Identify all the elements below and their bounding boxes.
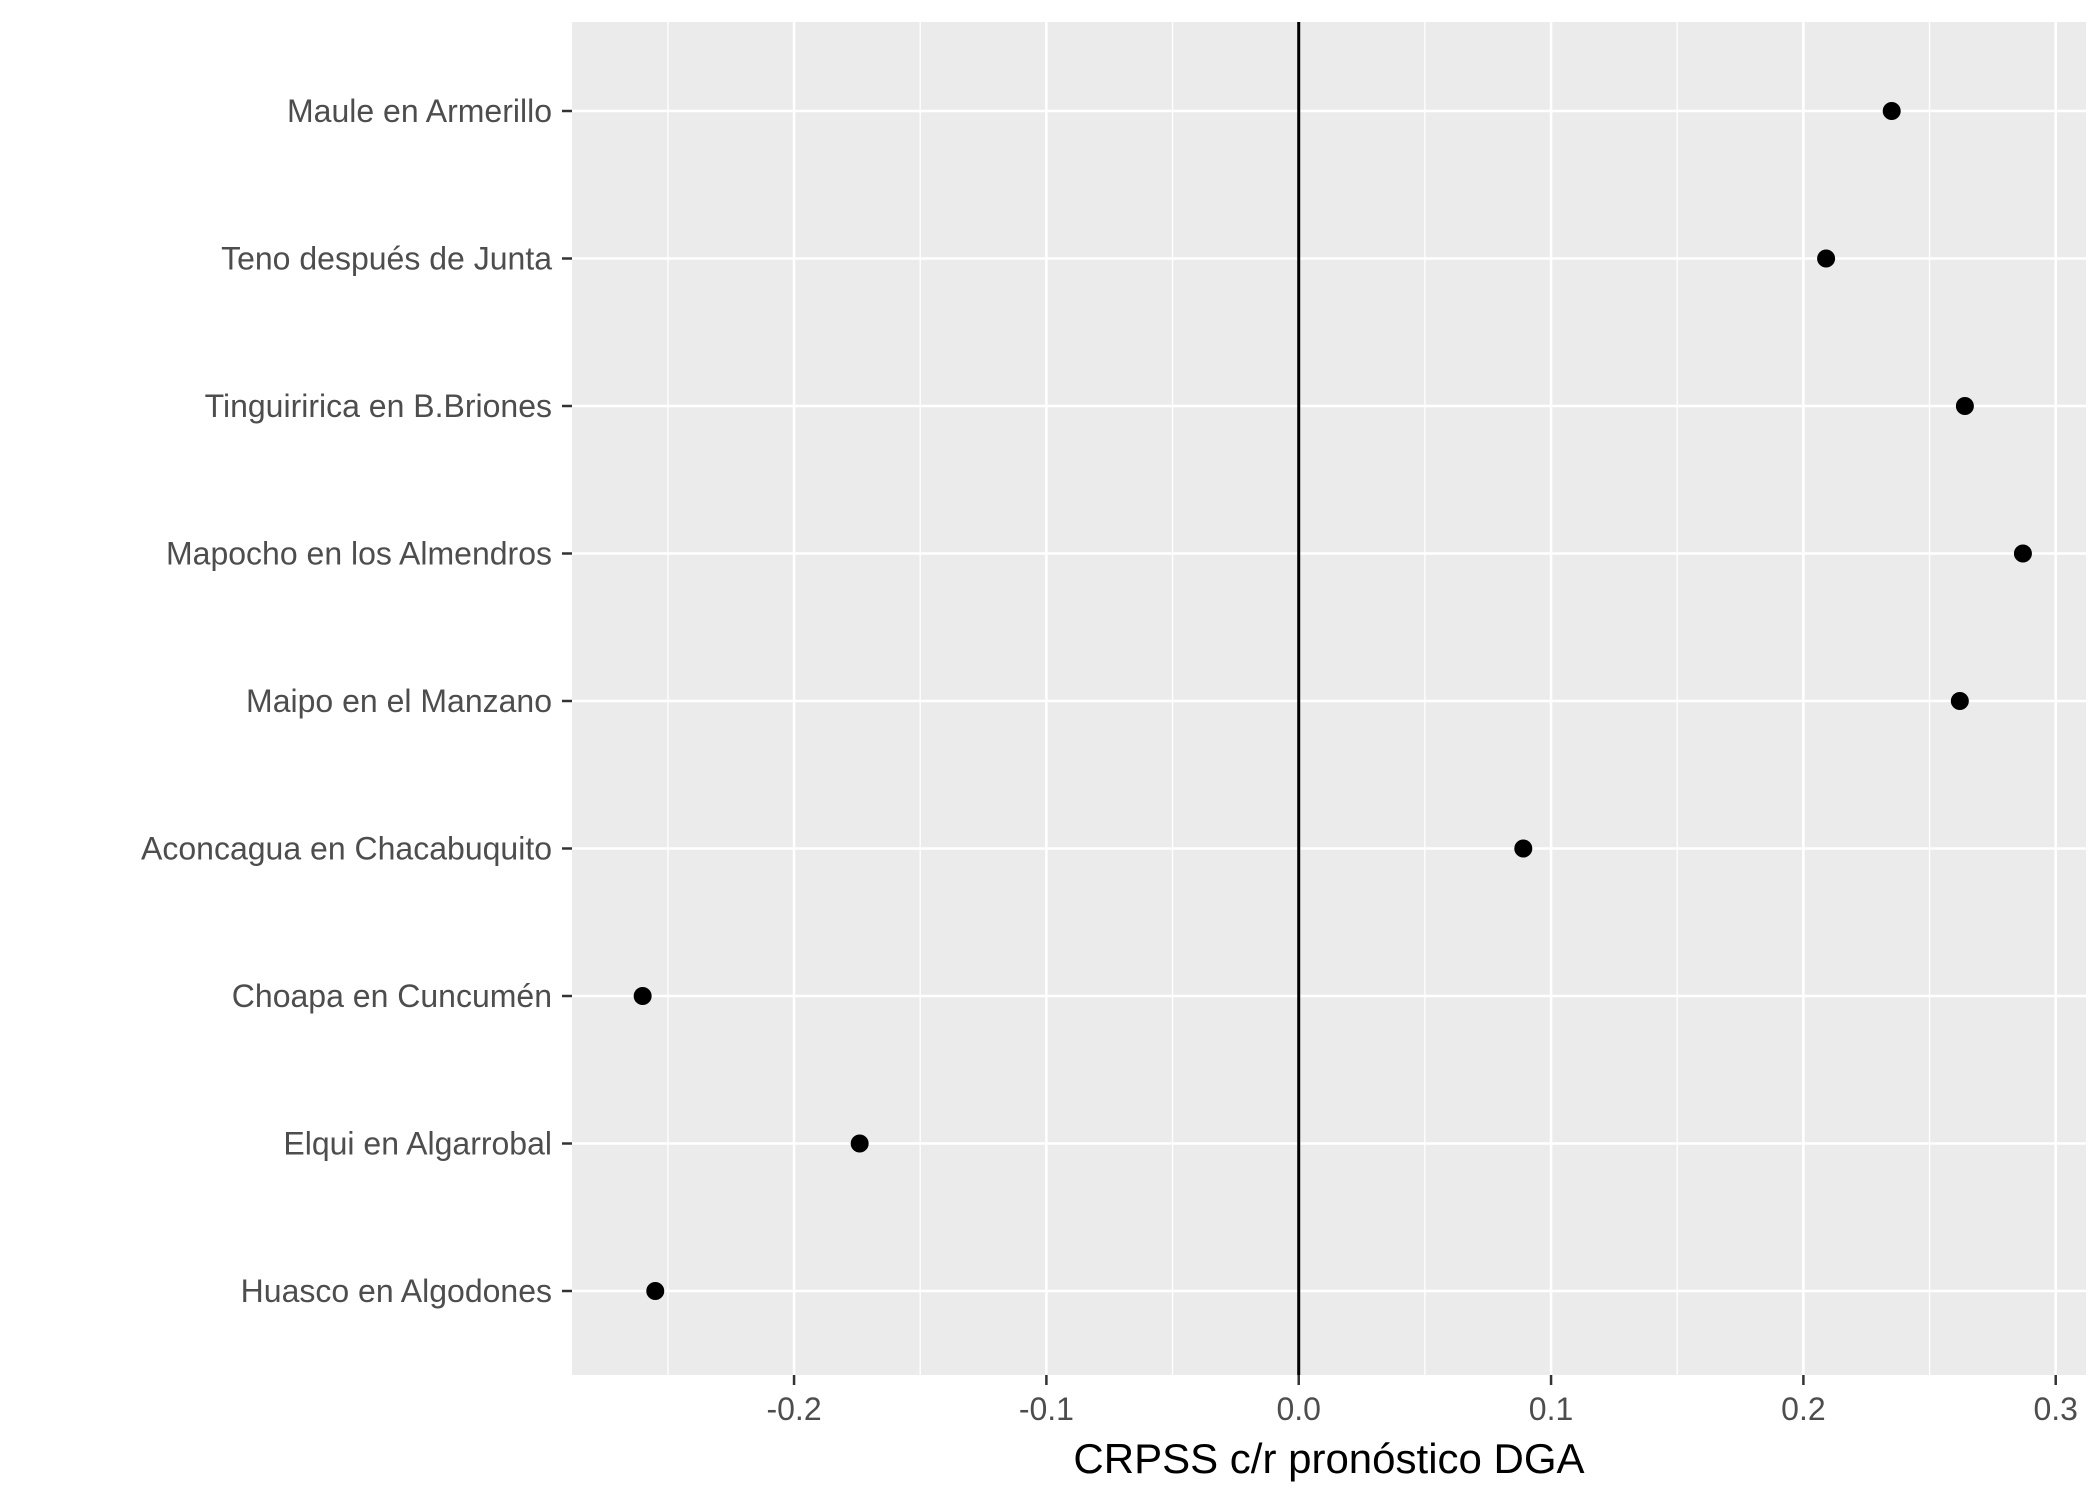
data-point [1817, 249, 1836, 268]
x-tick-label: -0.1 [1019, 1391, 1074, 1427]
x-tick-label: 0.2 [1781, 1391, 1825, 1427]
y-tick-label: Maipo en el Manzano [246, 683, 552, 719]
data-point [1882, 102, 1901, 120]
data-point [1955, 397, 1974, 415]
y-tick-label: Huasco en Algodones [241, 1273, 552, 1309]
data-point [646, 1282, 665, 1300]
x-axis: -0.2 -0.1 0.0 0.1 0.2 0.3 [766, 1375, 2078, 1427]
data-point [1514, 839, 1533, 858]
y-tick-label: Elqui en Algarrobal [283, 1126, 552, 1162]
y-tick-label: Teno después de Junta [221, 241, 552, 277]
minor-gridlines [667, 22, 1931, 1375]
y-tick-label: Maule en Armerillo [287, 93, 552, 129]
data-point [2013, 544, 2032, 563]
data-point [633, 987, 652, 1005]
y-tick-label: Choapa en Cuncumén [232, 978, 552, 1014]
x-tick-label: 0.0 [1276, 1391, 1320, 1427]
data-point [1950, 692, 1969, 710]
x-axis-title: CRPSS c/r pronóstico DGA [1073, 1435, 1584, 1482]
plot-panel [572, 22, 2086, 1375]
data-point [850, 1134, 869, 1153]
y-tick-label: Mapocho en los Almendros [166, 536, 552, 572]
y-tick-label: Tinguiririca en B.Briones [205, 388, 552, 424]
y-tick-label: Aconcagua en Chacabuquito [141, 831, 552, 867]
x-tick-label: -0.2 [766, 1391, 821, 1427]
x-tick-label: 0.3 [2033, 1391, 2077, 1427]
x-tick-label: 0.1 [1529, 1391, 1573, 1427]
y-axis: Maule en Armerillo Teno después de Junta T… [141, 93, 572, 1309]
data-points [633, 102, 2032, 1300]
